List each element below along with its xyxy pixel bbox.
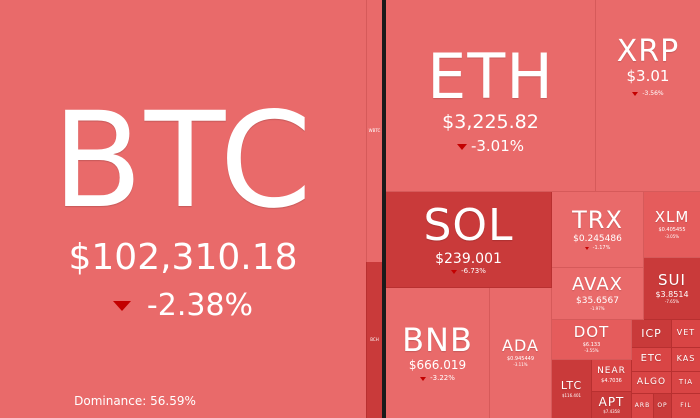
eth-price: $3,225.82	[442, 111, 539, 134]
algo-symbol: ALGO	[636, 376, 667, 387]
vet-symbol: VET	[676, 328, 696, 338]
bnb-change: -3.22%	[420, 373, 455, 382]
down-arrow-icon	[420, 376, 427, 381]
xlm-change: -3.05%	[664, 233, 680, 239]
ada-price: $0.945449	[506, 356, 535, 363]
sol-change-value: -6.73%	[461, 267, 486, 276]
avax-price: $35.6567	[576, 295, 619, 306]
tile-algo[interactable]: ALGO	[632, 372, 672, 394]
xrp-symbol: XRP	[616, 33, 680, 69]
sol-change: -6.73%	[451, 267, 486, 276]
ada-change: -3.11%	[513, 362, 528, 368]
xrp-price: $3.01	[626, 67, 670, 86]
trx-change: -1.17%	[584, 245, 611, 252]
btc-dominance: Dominance: 56.59%	[74, 394, 196, 408]
tile-op[interactable]: OP	[654, 394, 672, 418]
sui-change: -7.65%	[664, 298, 680, 304]
sol-symbol: SOL	[423, 200, 514, 252]
trx-price: $0.245486	[573, 233, 622, 244]
btc-price: $102,310.18	[68, 236, 298, 278]
btc-change-value: -2.38%	[146, 288, 254, 324]
tile-fil[interactable]: FIL	[672, 394, 700, 418]
xrp-change-value: -3.56%	[642, 89, 664, 97]
near-symbol: NEAR	[597, 366, 626, 377]
tile-small-strip-1[interactable]: WBTC	[366, 0, 382, 262]
sui-price: $3.8514	[655, 289, 689, 299]
tile-avax[interactable]: AVAX $35.6567 -1.97%	[552, 268, 644, 320]
tile-arb[interactable]: ARB	[632, 394, 654, 418]
xrp-change: -3.56%	[632, 89, 664, 97]
tile-dot[interactable]: DOT $6.133 -3.55%	[552, 320, 632, 360]
bnb-symbol: BNB	[402, 320, 473, 359]
strip-label-2: BCH	[370, 336, 379, 342]
sui-symbol: SUI	[658, 270, 686, 289]
trx-change-value: -1.17%	[592, 245, 611, 252]
ada-symbol: ADA	[502, 336, 539, 356]
near-price: $4.7036	[601, 377, 622, 384]
eth-change: -3.01%	[456, 137, 525, 156]
heatmap-divider	[382, 0, 386, 418]
kas-symbol: KAS	[676, 354, 696, 364]
dot-change: -3.55%	[584, 348, 599, 354]
avax-change: -1.97%	[590, 306, 605, 312]
eth-change-value: -3.01%	[470, 137, 525, 156]
avax-symbol: AVAX	[572, 273, 623, 295]
tile-bnb[interactable]: BNB $666.019 -3.22%	[386, 288, 490, 418]
tile-kas[interactable]: KAS	[672, 348, 700, 372]
down-arrow-icon	[451, 269, 458, 274]
tile-apt[interactable]: APT $7.4358	[592, 392, 632, 418]
down-arrow-icon	[456, 144, 467, 151]
apt-symbol: APT	[598, 395, 625, 410]
xlm-price: $0.405455	[658, 226, 686, 233]
arb-symbol: ARB	[634, 401, 651, 409]
down-arrow-icon	[632, 92, 639, 97]
tile-trx[interactable]: TRX $0.245486 -1.17%	[552, 192, 644, 268]
tile-xrp[interactable]: XRP $3.01 -3.56%	[596, 0, 700, 192]
etc-symbol: ETC	[640, 353, 663, 365]
btc-symbol: BTC	[52, 84, 314, 238]
apt-price: $7.4358	[603, 408, 620, 414]
ltc-price: $116.401	[561, 392, 582, 398]
trx-symbol: TRX	[572, 205, 623, 234]
tile-near[interactable]: NEAR $4.7036	[592, 360, 632, 392]
dot-symbol: DOT	[573, 323, 610, 342]
strip-label-1: WBTC	[368, 127, 381, 133]
tile-ltc[interactable]: LTC $116.401	[552, 360, 592, 418]
tile-xlm[interactable]: XLM $0.405455 -3.05%	[644, 192, 700, 258]
icp-symbol: ICP	[641, 326, 662, 340]
ltc-symbol: LTC	[560, 379, 583, 393]
eth-symbol: ETH	[427, 40, 554, 114]
op-symbol: OP	[657, 401, 668, 409]
tile-etc[interactable]: ETC	[632, 348, 672, 372]
tile-sui[interactable]: SUI $3.8514 -7.65%	[644, 258, 700, 320]
tile-sol[interactable]: SOL $239.001 -6.73%	[386, 192, 552, 288]
down-arrow-icon	[584, 247, 589, 251]
tia-symbol: TIA	[678, 377, 694, 386]
tile-small-strip-2[interactable]: BCH	[366, 262, 382, 418]
bnb-change-value: -3.22%	[430, 373, 455, 382]
tile-vet[interactable]: VET	[672, 320, 700, 348]
tile-eth[interactable]: ETH $3,225.82 -3.01%	[386, 0, 596, 192]
tile-ada[interactable]: ADA $0.945449 -3.11%	[490, 288, 552, 418]
sol-price: $239.001	[435, 250, 502, 267]
btc-change: -2.38%	[112, 288, 254, 324]
tile-icp[interactable]: ICP	[632, 320, 672, 348]
dot-price: $6.133	[582, 342, 601, 349]
tile-tia[interactable]: TIA	[672, 372, 700, 394]
tile-btc[interactable]: BTC $102,310.18 -2.38%	[0, 0, 366, 418]
xlm-symbol: XLM	[654, 207, 690, 226]
bnb-price: $666.019	[408, 358, 467, 373]
down-arrow-icon	[112, 301, 131, 312]
fil-symbol: FIL	[680, 401, 692, 409]
